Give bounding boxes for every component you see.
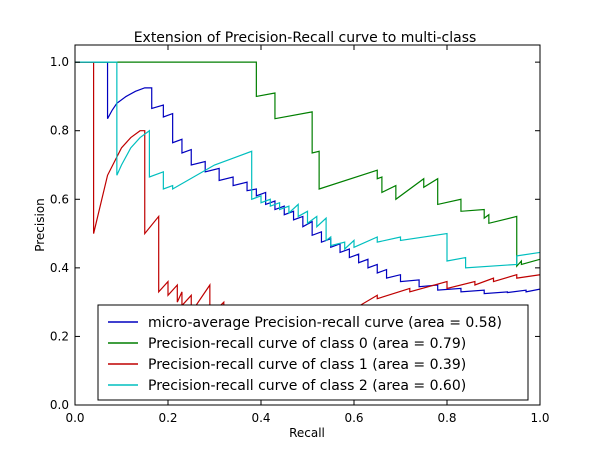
legend-entries: micro-average Precision-recall curve (ar… bbox=[108, 315, 502, 394]
y-tick-label-5: 1.0 bbox=[50, 55, 69, 69]
x-tick-label-0: 0.0 bbox=[65, 411, 84, 425]
x-tick-label-2: 0.4 bbox=[251, 411, 270, 425]
y-tick-label-4: 0.8 bbox=[50, 124, 69, 138]
legend: micro-average Precision-recall curve (ar… bbox=[97, 304, 529, 401]
axes-frame bbox=[74, 44, 541, 406]
y-tick-label-1: 0.2 bbox=[50, 329, 69, 343]
series-line-3 bbox=[75, 61, 540, 269]
series-line-0 bbox=[75, 61, 540, 295]
x-tick-label-4: 0.8 bbox=[437, 411, 456, 425]
x-axis-label: Recall bbox=[289, 426, 325, 440]
x-tick-label-3: 0.6 bbox=[344, 411, 363, 425]
legend-label-0: micro-average Precision-recall curve (ar… bbox=[148, 315, 502, 331]
series-line-1 bbox=[75, 61, 540, 268]
x-tick-label-5: 1.0 bbox=[530, 411, 549, 425]
legend-box bbox=[97, 304, 529, 401]
x-tick-label-1: 0.2 bbox=[158, 411, 177, 425]
legend-label-3: Precision-recall curve of class 2 (area … bbox=[148, 378, 466, 394]
legend-label-2: Precision-recall curve of class 1 (area … bbox=[148, 357, 466, 373]
y-tick-label-0: 0.0 bbox=[50, 398, 69, 412]
legend-label-1: Precision-recall curve of class 0 (area … bbox=[148, 336, 466, 352]
chart-title: Extension of Precision-Recall curve to m… bbox=[134, 30, 477, 46]
y-axis-label: Precision bbox=[33, 198, 47, 252]
y-tick-label-3: 0.6 bbox=[50, 192, 69, 206]
y-tick-label-2: 0.4 bbox=[50, 261, 69, 275]
ticks-layer: 0.0 0.2 0.4 0.6 0.8 1.0 0.0 0.2 0.4 0.6 0.8 1.0 bbox=[50, 45, 550, 425]
